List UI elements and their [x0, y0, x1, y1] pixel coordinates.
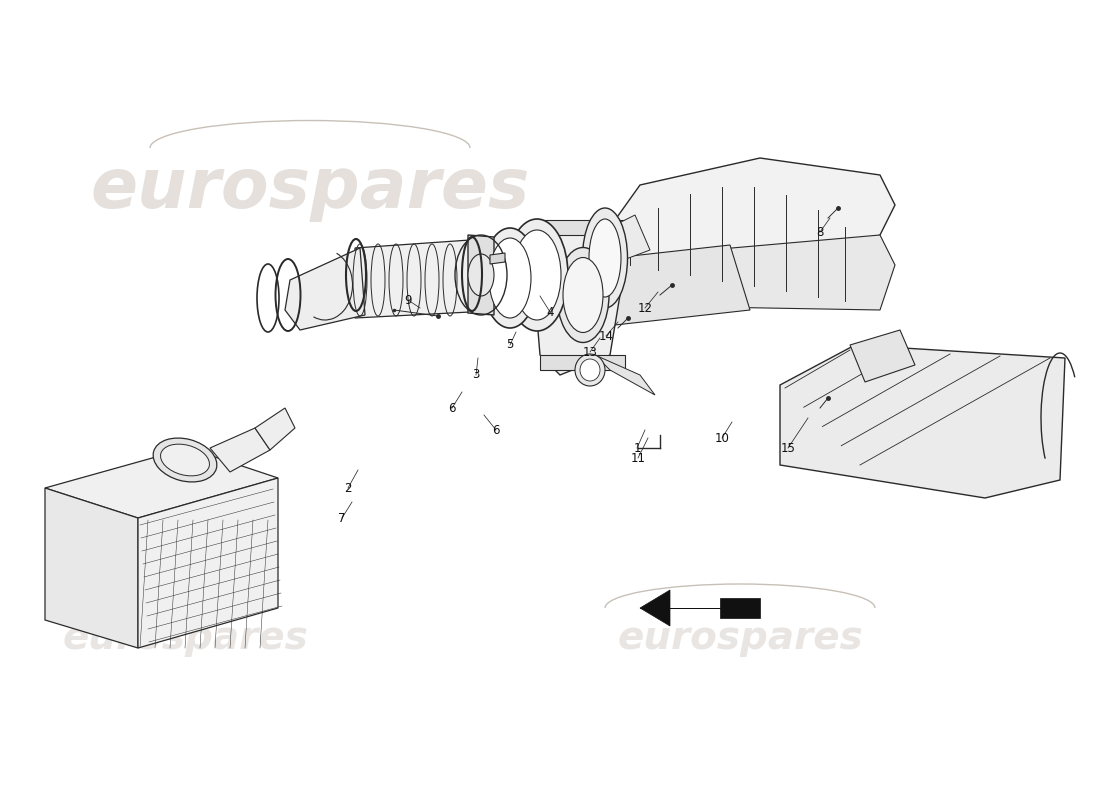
- Polygon shape: [45, 488, 138, 648]
- Text: 8: 8: [816, 226, 824, 238]
- Polygon shape: [595, 158, 895, 280]
- Polygon shape: [490, 253, 505, 264]
- Polygon shape: [285, 248, 365, 330]
- Ellipse shape: [490, 238, 531, 318]
- Text: 10: 10: [715, 431, 729, 445]
- Polygon shape: [640, 590, 670, 626]
- Text: 1: 1: [634, 442, 640, 454]
- Text: 14: 14: [598, 330, 614, 342]
- Ellipse shape: [557, 247, 609, 342]
- Text: eurospares: eurospares: [617, 619, 862, 657]
- Polygon shape: [640, 598, 760, 618]
- Text: 3: 3: [472, 369, 480, 382]
- Ellipse shape: [468, 254, 494, 296]
- Text: 15: 15: [781, 442, 795, 454]
- Polygon shape: [595, 215, 650, 265]
- Text: eurospares: eurospares: [90, 154, 530, 222]
- Polygon shape: [540, 355, 625, 370]
- Polygon shape: [355, 240, 470, 318]
- Ellipse shape: [513, 230, 561, 320]
- Text: 11: 11: [630, 451, 646, 465]
- Ellipse shape: [506, 219, 568, 331]
- Ellipse shape: [588, 219, 621, 297]
- Text: 5: 5: [506, 338, 514, 351]
- Polygon shape: [45, 448, 278, 518]
- Ellipse shape: [483, 228, 538, 328]
- Text: 6: 6: [493, 423, 499, 437]
- Ellipse shape: [583, 208, 627, 308]
- Text: 12: 12: [638, 302, 652, 314]
- Text: eurospares: eurospares: [62, 619, 308, 657]
- Text: 6: 6: [449, 402, 455, 414]
- Ellipse shape: [580, 359, 600, 381]
- Polygon shape: [138, 478, 278, 648]
- Ellipse shape: [161, 444, 209, 476]
- Polygon shape: [595, 245, 750, 325]
- Polygon shape: [535, 215, 625, 375]
- Polygon shape: [595, 355, 654, 395]
- Ellipse shape: [575, 354, 605, 386]
- Polygon shape: [595, 235, 895, 310]
- Polygon shape: [210, 428, 270, 472]
- Text: 9: 9: [405, 294, 411, 306]
- Ellipse shape: [153, 438, 217, 482]
- Text: 4: 4: [547, 306, 553, 318]
- Polygon shape: [255, 408, 295, 450]
- Polygon shape: [850, 330, 915, 382]
- Text: 2: 2: [344, 482, 352, 494]
- Ellipse shape: [563, 258, 603, 333]
- Polygon shape: [780, 345, 1065, 498]
- Polygon shape: [540, 220, 625, 235]
- Polygon shape: [468, 235, 494, 315]
- Text: 7: 7: [339, 511, 345, 525]
- Text: 13: 13: [583, 346, 597, 358]
